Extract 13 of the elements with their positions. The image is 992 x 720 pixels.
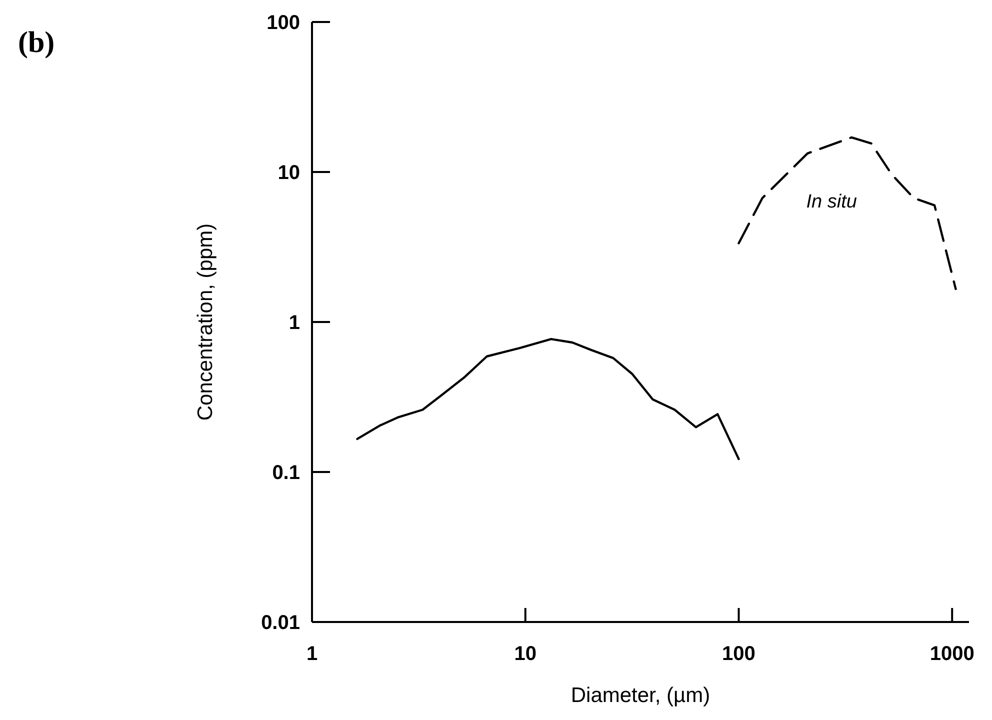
series-label: In situ (806, 191, 858, 212)
x-tick-label: 10 (514, 643, 536, 665)
text: (b) (18, 26, 55, 59)
x-tick-label: 100 (722, 643, 756, 665)
x-tick-label: 1 (306, 643, 318, 665)
y-tick-label: 100 (266, 12, 300, 34)
y-tick-label: 0.01 (261, 612, 300, 634)
x-tick-label: 1000 (930, 643, 974, 665)
y-axis-title: Concentration, (ppm) (194, 223, 217, 421)
y-tick-label: 1 (288, 312, 300, 334)
x-axis-title: Diameter, (µm) (570, 684, 710, 707)
y-tick-label: 0.1 (272, 462, 300, 484)
y-tick-label: 10 (278, 162, 300, 184)
